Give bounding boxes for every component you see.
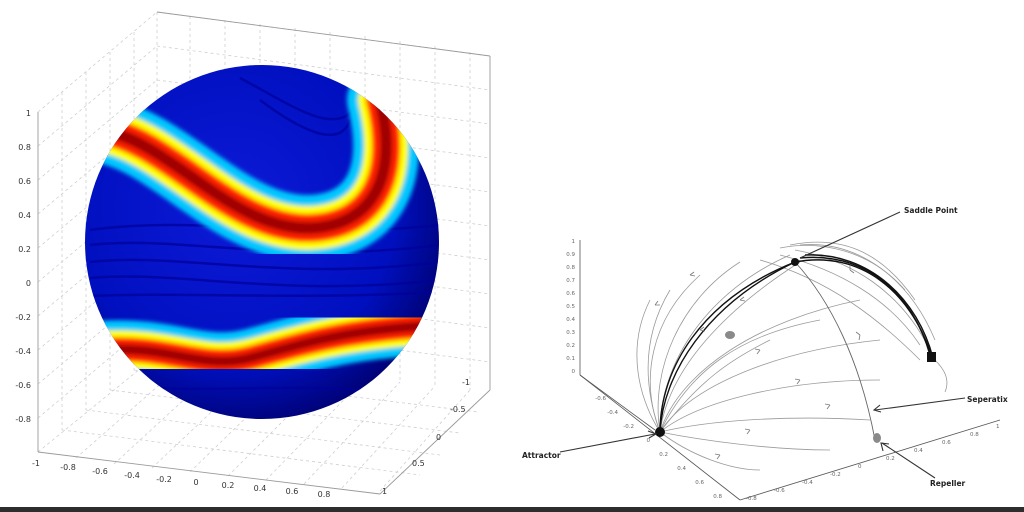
- tick-label: 0.2: [886, 456, 895, 462]
- tick-label: -0.8: [60, 463, 76, 472]
- tick-label: -0.2: [623, 424, 634, 430]
- attractor-marker: [655, 427, 665, 437]
- tick-label: -1: [462, 378, 470, 387]
- repeller-marker: [873, 433, 881, 443]
- tick-label: -0.4: [15, 347, 31, 356]
- bottom-border: [0, 507, 1024, 512]
- lower-band: [85, 296, 439, 391]
- tick-label: 0.4: [18, 211, 31, 220]
- left-x-ticks: -1 -0.8 -0.6 -0.4 -0.2 0 0.2 0.4 0.6 0.8: [32, 459, 330, 499]
- tick-label: -0.8: [15, 415, 31, 424]
- tick-label: 0: [647, 438, 651, 444]
- tick-label: 0.5: [412, 459, 425, 468]
- tick-label: 1: [996, 424, 1000, 430]
- repeller-label: Repeller: [930, 479, 966, 488]
- node-marker: [927, 352, 936, 362]
- tick-label: -0.2: [830, 472, 841, 478]
- left-z-ticks: 1 0.8 0.6 0.4 0.2 0 -0.2 -0.4 -0.6 -0.8: [15, 109, 31, 424]
- separatrix-curves: [659, 254, 934, 433]
- right-plot: 1 0.9 0.8 0.7 0.6 0.5 0.4 0.3 0.2 0.1 0 …: [522, 206, 1008, 502]
- tick-label: 0.8: [566, 265, 575, 271]
- tick-label: -0.6: [15, 381, 31, 390]
- annotation-arrows: [559, 211, 966, 479]
- tick-label: 0.2: [566, 343, 575, 349]
- tick-label: -0.2: [156, 475, 172, 484]
- tick-label: -0.5: [450, 405, 466, 414]
- tick-label: -0.4: [124, 471, 140, 480]
- tick-label: 0.4: [677, 466, 686, 472]
- sphere-surface: [85, 65, 439, 419]
- tick-label: 0: [858, 464, 862, 470]
- separatrix-line: [794, 261, 876, 441]
- attractor-label: Attractor: [522, 451, 561, 460]
- right-y-ticks: -0.8 -0.6 -0.4 -0.2 0 0.2 0.4 0.6 0.8 1: [746, 424, 1000, 502]
- tick-label: 0.4: [254, 484, 267, 493]
- saddle-point-label: Saddle Point: [904, 206, 958, 215]
- tick-label: 0: [26, 279, 31, 288]
- tick-label: 0.8: [970, 432, 979, 438]
- tick-label: -0.6: [92, 467, 108, 476]
- tick-label: 0.6: [566, 291, 575, 297]
- upper-band: [85, 67, 420, 261]
- saddle-point-marker: [791, 258, 799, 266]
- tick-label: 0.6: [942, 440, 951, 446]
- tick-label: 0.6: [286, 487, 299, 496]
- tick-label: -0.4: [607, 410, 618, 416]
- right-x-ticks: -0.6 -0.4 -0.2 0 0.2 0.4 0.6 0.8: [595, 396, 722, 500]
- tick-label: 1: [382, 487, 387, 496]
- tick-label: 0.1: [566, 356, 575, 362]
- flow-arrows: [654, 265, 861, 460]
- right-z-ticks: 1 0.9 0.8 0.7 0.6 0.5 0.4 0.3 0.2 0.1 0: [566, 239, 575, 375]
- tick-label: 0.4: [566, 317, 575, 323]
- tick-label: 0.8: [18, 143, 31, 152]
- tick-label: -1: [32, 459, 40, 468]
- tick-label: -0.6: [595, 396, 606, 402]
- tick-label: 0.4: [914, 448, 923, 454]
- tick-label: 0.5: [566, 304, 575, 310]
- left-box-frame: [37, 11, 491, 495]
- separatrix-label: Seperatix: [967, 395, 1008, 404]
- tick-label: 0.8: [318, 490, 331, 499]
- tick-label: 0: [572, 369, 576, 375]
- tick-label: 0.2: [18, 245, 31, 254]
- tick-label: 0.2: [222, 481, 235, 490]
- trajectories: [636, 241, 948, 471]
- left-y-ticks: -1 -0.5 0 0.5 1: [382, 378, 470, 496]
- right-axes: [579, 240, 1001, 501]
- tick-label: 0.2: [659, 452, 668, 458]
- tick-label: -0.2: [15, 313, 31, 322]
- tick-label: 0.7: [566, 278, 575, 284]
- tick-label: 0.9: [566, 252, 575, 258]
- source-marker: [725, 331, 735, 339]
- tick-label: 1: [26, 109, 31, 118]
- tick-label: 0.6: [18, 177, 31, 186]
- left-plot: 1 0.8 0.6 0.4 0.2 0 -0.2 -0.4 -0.6 -0.8 …: [15, 11, 491, 499]
- tick-label: -0.6: [774, 488, 785, 494]
- tick-label: -0.8: [746, 496, 757, 502]
- tick-label: -0.4: [802, 480, 813, 486]
- tick-label: 0: [193, 478, 198, 487]
- tick-label: 0.6: [695, 480, 704, 486]
- tick-label: 0.8: [713, 494, 722, 500]
- tick-label: 0.3: [566, 330, 575, 336]
- tick-label: 1: [572, 239, 576, 245]
- tick-label: 0: [436, 433, 441, 442]
